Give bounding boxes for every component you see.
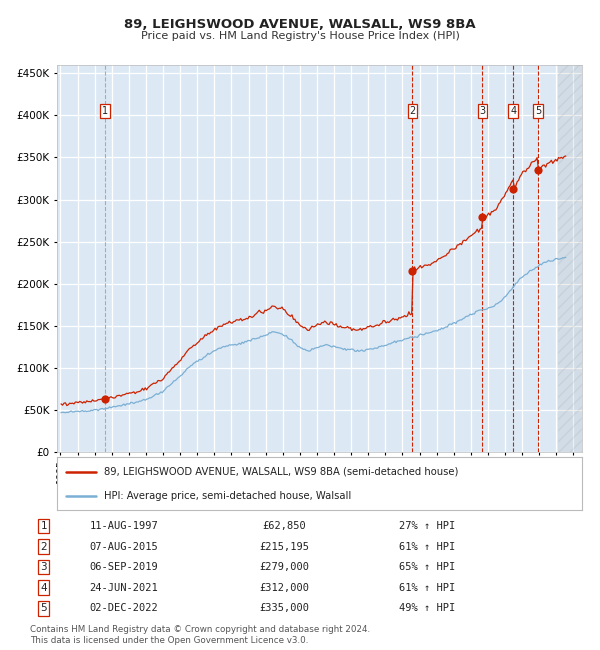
- Text: 06-SEP-2019: 06-SEP-2019: [89, 562, 158, 572]
- Point: [100, 394, 110, 404]
- Text: 3: 3: [40, 562, 47, 572]
- Text: HPI: Average price, semi-detached house, Walsall: HPI: Average price, semi-detached house,…: [104, 491, 352, 501]
- Text: 07-AUG-2015: 07-AUG-2015: [89, 541, 158, 552]
- Text: 61% ↑ HPI: 61% ↑ HPI: [400, 582, 455, 593]
- Text: 5: 5: [40, 603, 47, 613]
- Text: 89, LEIGHSWOOD AVENUE, WALSALL, WS9 8BA: 89, LEIGHSWOOD AVENUE, WALSALL, WS9 8BA: [124, 18, 476, 31]
- Text: 61% ↑ HPI: 61% ↑ HPI: [400, 541, 455, 552]
- Text: Contains HM Land Registry data © Crown copyright and database right 2024.: Contains HM Land Registry data © Crown c…: [30, 625, 370, 634]
- Point: [508, 184, 518, 194]
- Text: 4: 4: [510, 106, 516, 116]
- Point: [533, 165, 542, 176]
- Text: £279,000: £279,000: [259, 562, 309, 572]
- Text: 65% ↑ HPI: 65% ↑ HPI: [400, 562, 455, 572]
- Text: 89, LEIGHSWOOD AVENUE, WALSALL, WS9 8BA (semi-detached house): 89, LEIGHSWOOD AVENUE, WALSALL, WS9 8BA …: [104, 467, 458, 477]
- Text: 2: 2: [40, 541, 47, 552]
- Text: 11-AUG-1997: 11-AUG-1997: [89, 521, 158, 531]
- Text: 4: 4: [40, 582, 47, 593]
- Text: 5: 5: [535, 106, 541, 116]
- Text: Price paid vs. HM Land Registry's House Price Index (HPI): Price paid vs. HM Land Registry's House …: [140, 31, 460, 41]
- Text: 27% ↑ HPI: 27% ↑ HPI: [400, 521, 455, 531]
- Text: 24-JUN-2021: 24-JUN-2021: [89, 582, 158, 593]
- Text: 02-DEC-2022: 02-DEC-2022: [89, 603, 158, 613]
- Text: 1: 1: [40, 521, 47, 531]
- Text: 1: 1: [102, 106, 108, 116]
- Text: 3: 3: [479, 106, 485, 116]
- Text: £215,195: £215,195: [259, 541, 309, 552]
- Point: [478, 212, 487, 222]
- Text: 49% ↑ HPI: 49% ↑ HPI: [400, 603, 455, 613]
- Text: This data is licensed under the Open Government Licence v3.0.: This data is licensed under the Open Gov…: [30, 636, 308, 645]
- Text: £335,000: £335,000: [259, 603, 309, 613]
- Text: 2: 2: [409, 106, 416, 116]
- Text: £62,850: £62,850: [262, 521, 306, 531]
- Text: £312,000: £312,000: [259, 582, 309, 593]
- Point: [407, 266, 417, 276]
